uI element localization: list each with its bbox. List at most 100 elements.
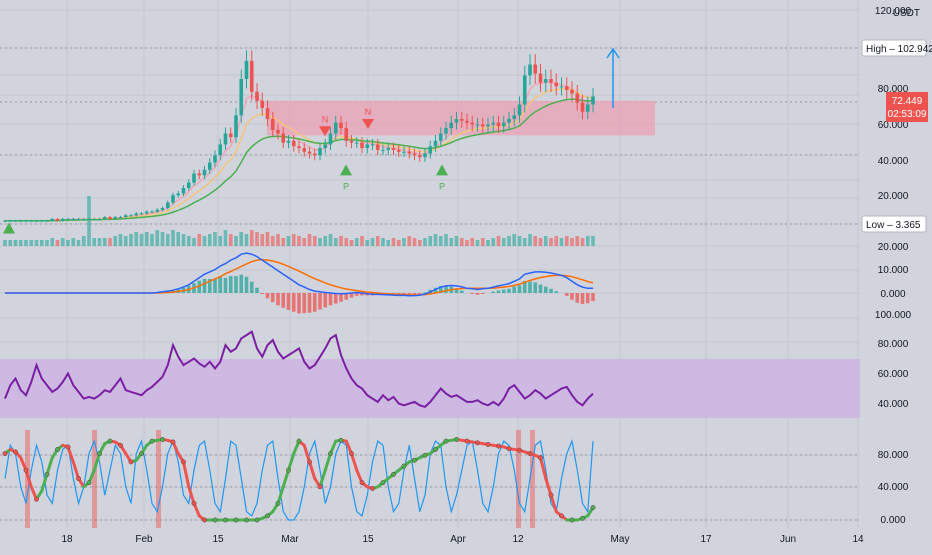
macd-histogram-bar <box>507 288 511 293</box>
volume-bar <box>512 234 517 246</box>
candle-body <box>18 220 23 222</box>
volume-bar <box>255 232 259 246</box>
macd-histogram-bar <box>554 291 559 293</box>
volume-bar <box>176 232 181 246</box>
macd-histogram-bar <box>533 282 538 293</box>
stoch-dot <box>380 480 386 486</box>
stoch-dot <box>454 437 459 442</box>
macd-histogram-bar <box>570 293 574 300</box>
candle-body <box>470 122 475 125</box>
candle-body <box>365 144 370 149</box>
stoch-dot <box>443 438 449 444</box>
volume-bar <box>454 236 459 246</box>
stoch-dot <box>296 438 302 444</box>
volume-bar <box>165 234 170 246</box>
volume-bar <box>3 240 7 246</box>
volume-bar <box>66 240 70 246</box>
macd-histogram-bar <box>244 276 249 293</box>
macd-histogram-bar <box>318 293 322 310</box>
marker-up-2 <box>340 164 352 176</box>
candle-body <box>402 151 406 153</box>
volume-bar <box>486 240 490 246</box>
macd-histogram-bar <box>218 277 223 293</box>
candle-body <box>139 213 144 215</box>
candle-body <box>517 104 522 116</box>
projection-arrow-head <box>606 47 620 59</box>
stoch-dot <box>517 447 522 453</box>
candle-body <box>29 220 34 222</box>
stoch-dot <box>275 500 281 506</box>
low-badge-box <box>861 215 927 233</box>
candle-body <box>160 208 165 210</box>
volume-bar <box>344 238 349 246</box>
volume-bar <box>29 240 34 246</box>
volume-bar <box>470 238 475 246</box>
marker-label-0: N <box>322 114 329 124</box>
high-badge-label: High – 102.942 <box>866 44 932 55</box>
stoch-dot <box>244 517 249 523</box>
stoch-dot <box>23 467 29 473</box>
stoch-dot <box>212 517 218 523</box>
rsi-tick-label: 60.000 <box>878 369 909 380</box>
candle-body <box>97 218 102 220</box>
stoch-highlight-1 <box>92 430 97 528</box>
volume-bar <box>360 236 364 246</box>
candle-body <box>522 75 527 105</box>
volume-bar <box>81 236 86 246</box>
candle-body <box>433 140 438 147</box>
candle-body <box>465 120 469 123</box>
volume-bar <box>354 238 359 246</box>
volume-bar <box>234 236 238 246</box>
volume-bar <box>507 236 511 246</box>
stoch-smooth-segment <box>281 468 290 489</box>
low-badge: Low – 3.365 <box>861 215 927 233</box>
stoch-dot <box>118 442 123 448</box>
price-axis: 120.000 100.000 80.000 60.000 40.000 20.000 Hi… <box>861 6 932 526</box>
volume-bar <box>459 238 464 246</box>
stoch-dot <box>170 439 176 445</box>
volume-bar <box>97 238 102 246</box>
price-tick-label: 80.000 <box>878 84 909 95</box>
candle-body <box>218 144 223 156</box>
time-tick-label: 18 <box>61 534 73 545</box>
candle-body <box>575 93 580 103</box>
volume-bar <box>291 234 296 246</box>
macd-histogram-bar <box>512 286 517 293</box>
volume-bar <box>496 236 501 246</box>
volume-bar <box>239 232 244 246</box>
volume-bar <box>244 234 249 246</box>
volume-bar <box>381 238 385 246</box>
high-badge: High – 102.942 <box>861 39 932 57</box>
candle-body <box>438 133 443 141</box>
volume-bar <box>228 234 233 246</box>
price-panel[interactable] <box>3 47 620 222</box>
stoch-smooth-segment <box>66 445 75 464</box>
volume-bar <box>113 236 118 246</box>
stoch-dot <box>338 437 344 443</box>
volume-bar <box>260 234 265 246</box>
time-tick-label: 15 <box>362 534 374 545</box>
stoch-smooth-segment <box>302 443 311 464</box>
stoch-smooth-segment <box>318 468 327 489</box>
candle-body <box>113 217 118 219</box>
volume-bar <box>465 240 469 246</box>
macd-histogram-bar <box>286 293 291 310</box>
macd-histogram-bar <box>333 293 338 304</box>
stoch-dot <box>370 486 375 491</box>
rsi-tick-label: 100.000 <box>875 310 912 321</box>
volume-bar <box>570 238 574 246</box>
candle-body <box>449 122 454 129</box>
macd-histogram-bar <box>564 293 569 296</box>
stoch-dot <box>286 467 291 473</box>
volume-bar <box>197 234 202 246</box>
volume-bar <box>265 232 270 246</box>
macd-histogram-bar <box>475 293 480 295</box>
volume-bar <box>171 230 175 246</box>
volume-bar <box>402 238 406 246</box>
candle-body <box>186 182 191 189</box>
macd-histogram-bar <box>522 281 527 293</box>
macd-histogram-bar <box>234 276 238 293</box>
